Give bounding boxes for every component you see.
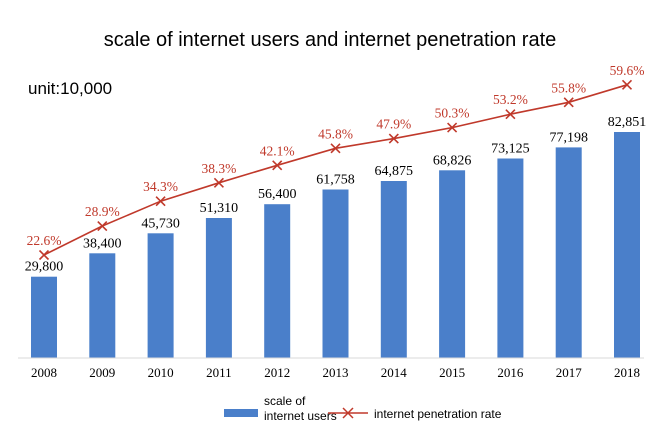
x-tick-label-2009: 2009 xyxy=(89,365,115,380)
x-tick-label-2014: 2014 xyxy=(381,365,408,380)
x-axis-ticks: 2008 2009 2010 2011 2012 2013 2014 2015 2016 2017… xyxy=(31,365,640,380)
legend-line-marker-icon xyxy=(342,407,354,419)
bar-value-label-2016: 73,125 xyxy=(491,142,530,157)
bar-value-label-2010: 45,730 xyxy=(141,216,180,231)
bar-2008 xyxy=(31,276,57,358)
x-tick-label-2015: 2015 xyxy=(439,365,465,380)
rate-marker-stroke-b xyxy=(621,79,633,90)
rate-marker-2018 xyxy=(621,79,633,90)
rate-marker-stroke-b xyxy=(38,249,50,261)
rate-value-label-2017: 55.8% xyxy=(551,80,586,95)
x-tick-label-2013: 2013 xyxy=(323,365,349,380)
x-tick-label-2017: 2017 xyxy=(556,365,583,380)
plot-area: 29,800 38,400 45,730 51,310 56,400 61,758 64,8… xyxy=(25,63,647,358)
bar-2013 xyxy=(322,189,349,358)
bar-value-label-2014: 64,875 xyxy=(375,164,414,179)
bar-2012 xyxy=(264,204,291,358)
legend: scale of internet users internet penetra… xyxy=(224,394,502,423)
rate-value-label-2013: 45.8% xyxy=(318,126,353,141)
rate-marker-2010 xyxy=(155,196,166,207)
bar-2018 xyxy=(614,132,640,358)
bar-value-label-2018: 82,851 xyxy=(608,115,647,130)
rate-marker-stroke-b xyxy=(330,143,341,154)
bar-2014 xyxy=(380,181,407,358)
rate-marker-stroke-b xyxy=(447,122,458,133)
bar-2017 xyxy=(555,147,582,358)
rate-value-label-2011: 38.3% xyxy=(201,161,236,176)
rate-marker-stroke-b xyxy=(97,220,108,232)
rate-marker-stroke-b xyxy=(155,196,166,207)
bar-value-label-2013: 61,758 xyxy=(316,173,355,188)
rate-value-label-2009: 28.9% xyxy=(85,204,120,219)
bar-value-label-2015: 68,826 xyxy=(433,153,472,168)
bar-value-label-2008: 29,800 xyxy=(25,260,64,275)
rate-value-label-2012: 42.1% xyxy=(260,143,295,158)
bar-value-label-2011: 51,310 xyxy=(200,201,239,216)
rate-marker-stroke-b xyxy=(388,133,399,144)
legend-bar-label-line2: internet users xyxy=(264,409,337,423)
legend-line-label: internet penetration rate xyxy=(374,407,502,421)
rate-value-label-2008: 22.6% xyxy=(27,233,62,248)
rate-marker-2016 xyxy=(505,109,516,120)
bar-2011 xyxy=(205,218,232,358)
rate-value-label-2010: 34.3% xyxy=(143,179,178,194)
bar-2010 xyxy=(147,233,174,358)
x-tick-label-2016: 2016 xyxy=(497,365,524,380)
x-tick-label-2018: 2018 xyxy=(614,365,640,380)
rate-marker-stroke-b xyxy=(213,177,224,188)
bar-2016 xyxy=(497,158,524,358)
rate-value-label-2016: 53.2% xyxy=(493,92,528,107)
legend-bar-swatch xyxy=(224,409,258,417)
rate-marker-2009 xyxy=(97,220,108,232)
rate-marker-2013 xyxy=(330,143,341,154)
bar-value-label-2017: 77,198 xyxy=(549,130,588,145)
rate-value-label-2018: 59.6% xyxy=(610,63,645,78)
rate-marker-2014 xyxy=(388,133,399,144)
x-tick-label-2008: 2008 xyxy=(31,365,57,380)
rate-marker-2017 xyxy=(563,97,574,108)
legend-bar-label-line1: scale of xyxy=(264,394,306,408)
bar-value-label-2009: 38,400 xyxy=(83,236,122,251)
chart-title: scale of internet users and internet pen… xyxy=(104,29,557,51)
bar-value-label-2012: 56,400 xyxy=(258,187,297,202)
unit-label: unit:10,000 xyxy=(28,79,112,98)
rate-marker-stroke-b xyxy=(272,160,283,171)
rate-marker-stroke-b xyxy=(505,109,516,120)
bar-2009 xyxy=(89,253,116,358)
x-tick-label-2010: 2010 xyxy=(148,365,174,380)
rate-marker-2008 xyxy=(38,249,50,261)
rate-value-label-2014: 47.9% xyxy=(376,117,411,132)
bar-2015 xyxy=(439,170,466,358)
rate-marker-stroke-b xyxy=(563,97,574,108)
rate-marker-2011 xyxy=(213,177,224,188)
rate-value-label-2015: 50.3% xyxy=(435,106,470,121)
x-tick-label-2012: 2012 xyxy=(264,365,290,380)
x-tick-label-2011: 2011 xyxy=(206,365,232,380)
rate-marker-2015 xyxy=(447,122,458,133)
rate-marker-2012 xyxy=(272,160,283,171)
